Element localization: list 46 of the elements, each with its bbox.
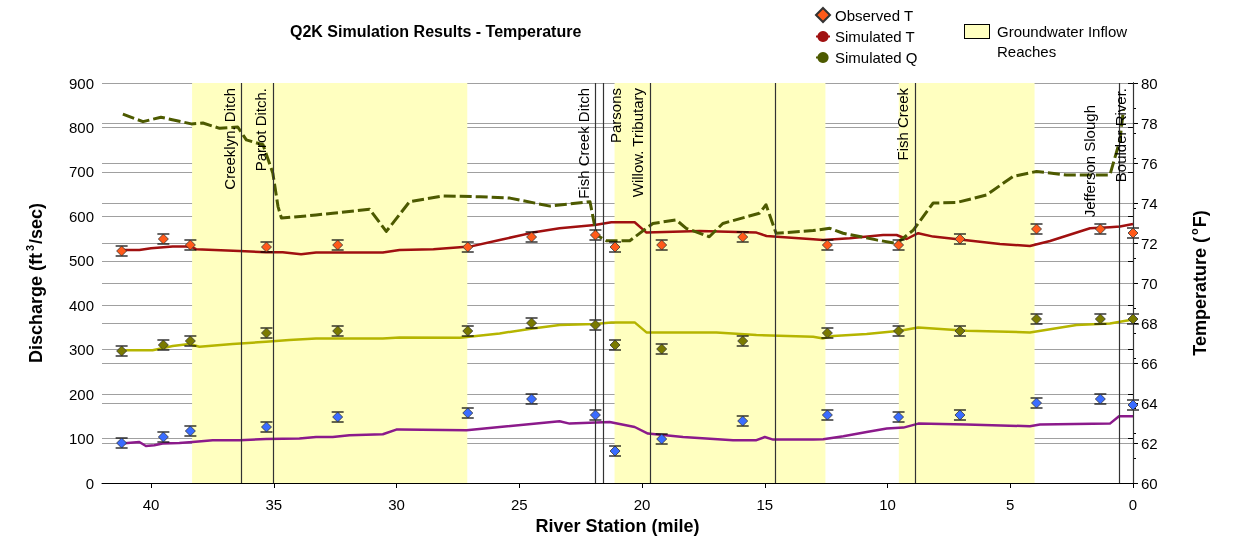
y2-tick-label: 62 [1141, 434, 1158, 452]
y-tick-label: 700 [68, 163, 94, 181]
x-tick-label: 30 [388, 496, 405, 513]
y2-tick-label: 72 [1141, 234, 1158, 252]
legend-label: Simulated Q [835, 49, 918, 66]
y2-tick-label: 68 [1141, 314, 1158, 332]
y2-tick-label: 60 [1141, 474, 1158, 492]
chart-title: Q2K Simulation Results - Temperature [290, 22, 582, 40]
x-tick-label: 5 [1006, 496, 1015, 513]
ref-line-label: Creeklyn. Ditch [220, 88, 238, 190]
y-tick-label: 400 [68, 296, 94, 314]
y-tick-label: 0 [85, 474, 94, 492]
x-tick-label: 40 [142, 496, 160, 513]
y2-axis-title: Temperature (oF) [1187, 210, 1210, 356]
legend-label: Groundwater Inflow Reaches [997, 22, 1129, 62]
y2-tick-label: 70 [1141, 274, 1158, 292]
x-tick-label: 20 [633, 496, 651, 513]
ref-line-label: Willow. Tributary [629, 87, 647, 198]
ref-line-label: Jefferson Slough [1081, 105, 1099, 218]
x-tick-label: 0 [1128, 496, 1138, 513]
legend-label: Simulated T [835, 28, 915, 45]
ref-line-label: Parsons [607, 88, 625, 144]
y-tick-label: 100 [68, 430, 94, 448]
y-tick-label: 800 [68, 118, 94, 136]
ref-line-label: Parrot Ditch. [252, 88, 270, 172]
y-tick-label: 500 [68, 252, 94, 270]
y2-tick-label: 74 [1141, 194, 1158, 212]
x-tick-label: 25 [510, 496, 528, 513]
ref-line-label: Fish Creek Ditch [574, 88, 592, 199]
x-tick-label: 10 [879, 496, 896, 513]
y-tick-label: 900 [68, 74, 94, 92]
ref-line-label: Boulder River. [1112, 88, 1129, 183]
ref-line-label: Fish Creek [893, 87, 911, 161]
legend-label: Observed T [835, 6, 914, 24]
y-axis-title: Discharge (ft3/sec) [23, 202, 46, 364]
y2-tick-label: 78 [1141, 114, 1158, 132]
y2-tick-label: 64 [1141, 394, 1158, 412]
y2-tick-label: 76 [1141, 154, 1158, 172]
y-tick-label: 600 [68, 207, 94, 225]
x-axis-title: River Station (mile) [535, 515, 700, 536]
y-tick-label: 200 [68, 385, 94, 403]
x-tick-label: 35 [265, 496, 283, 513]
y2-tick-label: 80 [1141, 74, 1158, 92]
y-tick-label: 300 [68, 341, 94, 359]
y2-tick-label: 66 [1141, 354, 1158, 372]
x-tick-label: 15 [756, 496, 774, 513]
